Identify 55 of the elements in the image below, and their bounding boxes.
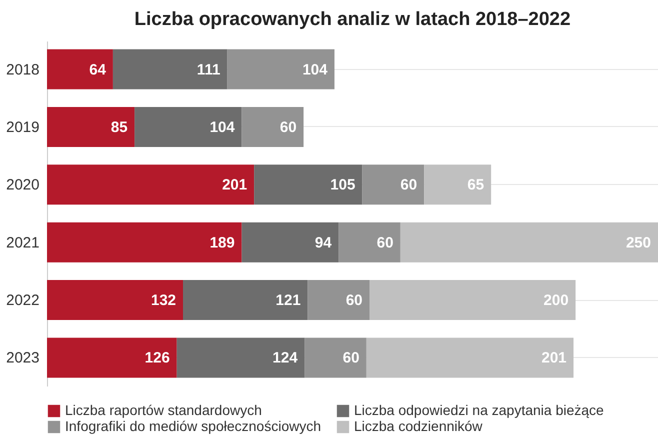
bar (242, 222, 339, 262)
bar (47, 280, 184, 320)
y-tick-label: 2019 (6, 118, 40, 136)
bar (424, 164, 492, 205)
data-label: 111 (196, 61, 220, 78)
data-label: 60 (400, 176, 418, 194)
bar (366, 338, 574, 378)
y-tick-label: 2023 (6, 350, 40, 367)
data-label: 105 (330, 176, 356, 194)
y-tick-label: 2021 (6, 234, 40, 252)
chart-title: Liczba opracowanych analiz w latach 2018–2022 (134, 9, 571, 30)
data-label: 60 (376, 234, 394, 252)
y-tick-label: 2020 (6, 176, 40, 194)
data-label: 104 (302, 61, 328, 78)
data-label: 104 (210, 118, 236, 136)
y-tick-label: 2018 (6, 61, 40, 78)
data-label: 60 (342, 350, 360, 367)
data-label: 60 (280, 118, 297, 136)
bar (47, 164, 254, 205)
data-label: 85 (110, 118, 128, 136)
bar (47, 106, 135, 147)
data-label: 121 (276, 292, 301, 310)
data-label: 201 (222, 176, 248, 194)
data-label: 132 (150, 292, 176, 310)
data-label: 65 (467, 176, 484, 194)
legend-label: Infografiki do mediów społecznościowych (65, 418, 322, 434)
bar (47, 338, 177, 378)
bar (308, 280, 370, 320)
data-label: 200 (544, 292, 569, 310)
bar (400, 222, 658, 262)
legend-label: Liczba raportów standardowych (65, 402, 262, 418)
bar (370, 280, 576, 320)
bar (362, 164, 424, 205)
y-tick-label: 2022 (6, 292, 40, 310)
bar (254, 164, 362, 205)
data-label: 250 (626, 234, 651, 252)
bar (47, 49, 113, 90)
data-label: 124 (272, 350, 298, 367)
bar (176, 338, 305, 378)
bar (338, 222, 400, 262)
data-label: 201 (541, 350, 567, 367)
data-label: 189 (210, 234, 235, 252)
data-label: 64 (89, 61, 107, 78)
bar (242, 106, 304, 147)
bar (227, 49, 334, 90)
legend-label: Liczba codzienników (354, 418, 484, 434)
data-label: 60 (346, 292, 362, 310)
data-label: 126 (144, 350, 170, 367)
bar (112, 49, 228, 90)
bar (304, 338, 366, 378)
bar (134, 106, 242, 147)
legend-label: Liczba odpowiedzi na zapytania bieżące (354, 402, 604, 418)
bar (183, 280, 308, 320)
data-label: 94 (314, 234, 332, 252)
bar (47, 222, 242, 262)
